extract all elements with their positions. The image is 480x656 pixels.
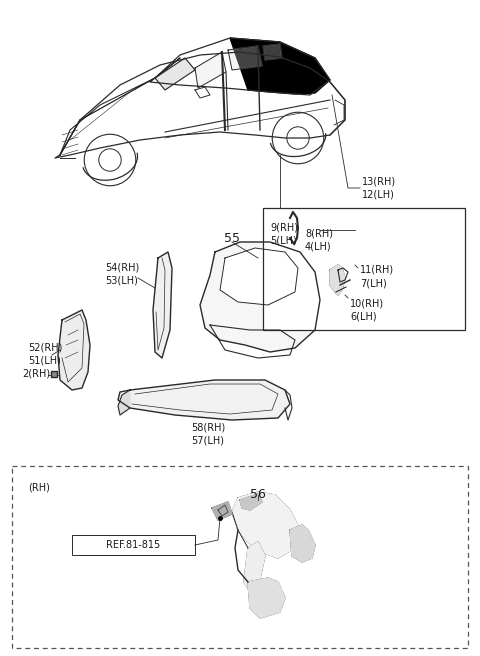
- Polygon shape: [212, 502, 232, 520]
- Polygon shape: [230, 38, 330, 94]
- Text: (RH): (RH): [28, 482, 50, 492]
- Polygon shape: [58, 310, 90, 390]
- Text: 2(RH): 2(RH): [22, 368, 50, 378]
- Polygon shape: [195, 52, 226, 88]
- Bar: [72, 535, 195, 555]
- Text: 8(RH)
4(LH): 8(RH) 4(LH): [305, 228, 333, 251]
- Polygon shape: [220, 248, 298, 305]
- Polygon shape: [228, 46, 262, 70]
- Text: 58(RH)
57(LH): 58(RH) 57(LH): [191, 422, 225, 445]
- Text: 10(RH)
6(LH): 10(RH) 6(LH): [350, 298, 384, 321]
- Polygon shape: [330, 265, 345, 295]
- Text: 9(RH)
5(LH): 9(RH) 5(LH): [270, 222, 298, 245]
- Polygon shape: [155, 58, 195, 90]
- Text: 52(RH)
51(LH): 52(RH) 51(LH): [28, 342, 62, 365]
- Polygon shape: [248, 578, 285, 618]
- Polygon shape: [244, 542, 265, 592]
- Polygon shape: [118, 390, 130, 415]
- Text: 55: 55: [224, 232, 240, 245]
- Text: REF.81-815: REF.81-815: [106, 540, 160, 550]
- Bar: [12, 466, 468, 648]
- Polygon shape: [290, 525, 315, 562]
- Polygon shape: [232, 492, 300, 558]
- Polygon shape: [263, 44, 282, 60]
- Text: 54(RH)
53(LH): 54(RH) 53(LH): [105, 262, 139, 285]
- Polygon shape: [118, 380, 290, 420]
- Polygon shape: [153, 252, 172, 358]
- Text: 11(RH)
7(LH): 11(RH) 7(LH): [360, 265, 394, 288]
- Text: 13(RH)
12(LH): 13(RH) 12(LH): [362, 176, 396, 199]
- Polygon shape: [200, 242, 320, 352]
- Polygon shape: [240, 494, 262, 510]
- Text: 56: 56: [250, 488, 266, 501]
- Bar: [263, 208, 465, 330]
